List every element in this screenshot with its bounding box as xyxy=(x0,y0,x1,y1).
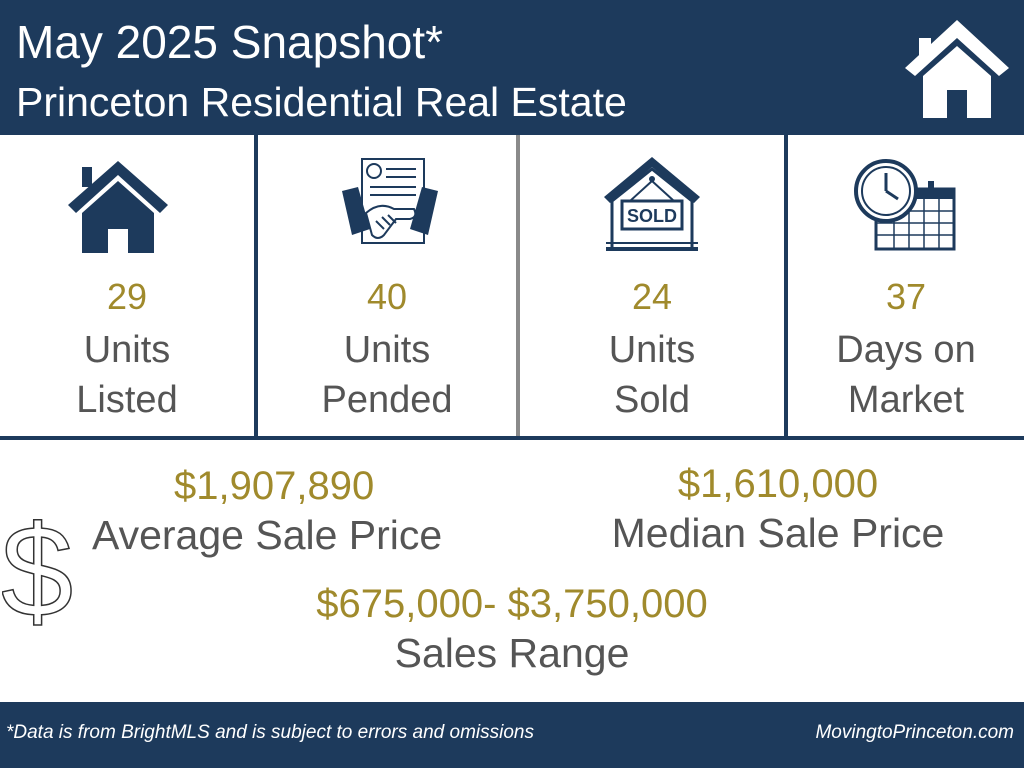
house-icon xyxy=(68,161,168,253)
price-label: Average Sale Price xyxy=(92,512,443,558)
stat-value: 24 xyxy=(631,276,673,317)
stat-value: 29 xyxy=(106,276,148,317)
stat-label: Days on Market xyxy=(836,329,976,421)
stats-row: 29 Units Listed 40 Units Pended xyxy=(0,135,1024,437)
dollar-icon: $ xyxy=(2,504,72,634)
median-sale-price: $1,610,000 Median Sale Price xyxy=(596,460,960,558)
divider xyxy=(0,436,1024,440)
price-label: Median Sale Price xyxy=(611,510,945,556)
stat-label: Units Sold xyxy=(608,329,696,421)
disclaimer-text: *Data is from BrightMLS and is subject t… xyxy=(6,722,534,743)
stat-value: 37 xyxy=(885,276,927,317)
stat-label: Units Pended xyxy=(321,329,453,421)
sold-sign-icon: SOLD xyxy=(604,157,700,251)
stat-value: 40 xyxy=(366,276,408,317)
divider xyxy=(784,135,788,439)
page-title: May 2025 Snapshot* xyxy=(16,16,444,68)
price-value: $675,000- $3,750,000 xyxy=(316,582,708,626)
sales-range: $675,000- $3,750,000 Sales Range xyxy=(262,580,762,678)
header-banner: May 2025 Snapshot* Princeton Residential… xyxy=(0,0,1024,135)
svg-text:$: $ xyxy=(2,504,72,634)
stat-units-sold: SOLD 24 Units Sold xyxy=(520,135,784,437)
stat-days-on-market: 37 Days on Market xyxy=(788,135,1024,437)
stat-units-pended: 40 Units Pended xyxy=(258,135,516,437)
home-icon xyxy=(905,20,1009,118)
clock-calendar-icon xyxy=(854,159,956,251)
footer-banner: *Data is from BrightMLS and is subject t… xyxy=(0,702,1024,768)
website-link[interactable]: MovingtoPrinceton.com xyxy=(815,722,1014,743)
sold-sign-text: SOLD xyxy=(627,206,677,226)
stat-units-listed: 29 Units Listed xyxy=(0,135,254,437)
average-sale-price: $1,907,890 Average Sale Price xyxy=(92,462,464,560)
price-value: $1,610,000 xyxy=(677,462,879,506)
handshake-contract-icon xyxy=(342,158,438,244)
page-subtitle: Princeton Residential Real Estate xyxy=(16,79,627,125)
divider xyxy=(254,135,258,439)
price-value: $1,907,890 xyxy=(174,464,375,508)
stat-label: Units Listed xyxy=(76,329,178,421)
divider xyxy=(516,135,520,439)
price-label: Sales Range xyxy=(394,630,630,676)
